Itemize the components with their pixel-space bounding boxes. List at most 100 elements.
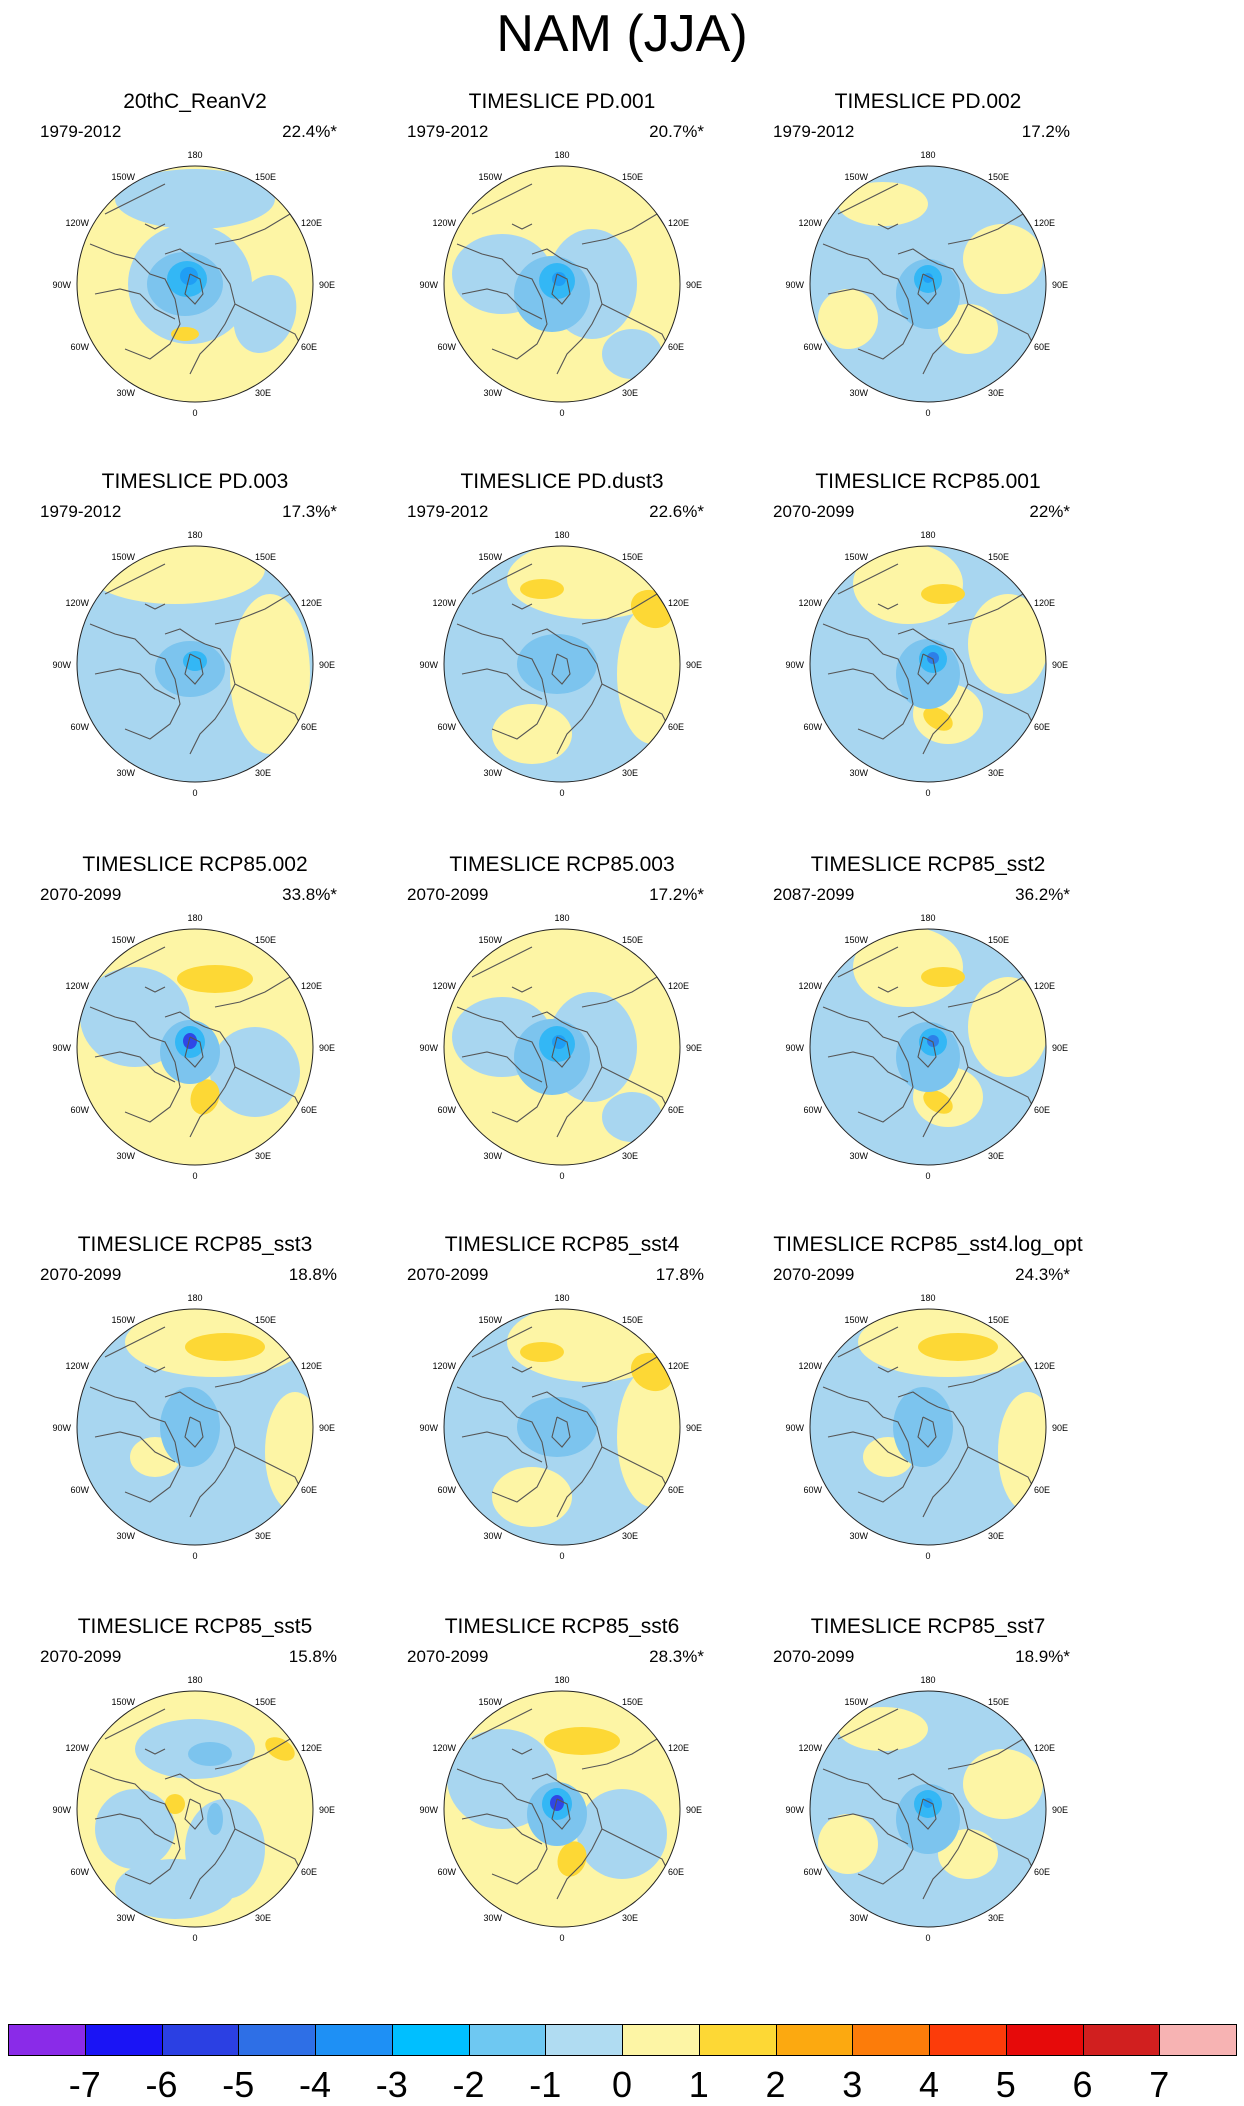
colorbar-swatch (1005, 2024, 1084, 2056)
longitude-label: 120W (798, 218, 822, 228)
panel-title: TIMESLICE RCP85_sst5 (77, 1615, 313, 1638)
longitude-label: 90E (686, 1043, 702, 1053)
longitude-label: 90W (419, 1423, 438, 1433)
longitude-label: 60W (437, 1485, 456, 1495)
panel-period: 2070-2099 (40, 885, 122, 904)
longitude-label: 150W (111, 172, 135, 182)
longitude-label: 30W (116, 388, 135, 398)
longitude-label: 180 (554, 150, 569, 160)
colorbar-swatch (1082, 2024, 1161, 2056)
panel-period: 2070-2099 (40, 1265, 122, 1284)
polar-map: 180 150W 150E 120W 120E 90W 90E 60W 60E 30W 30E 0 (419, 530, 702, 798)
longitude-label: 60W (70, 1485, 89, 1495)
longitude-label: 120W (798, 598, 822, 608)
longitude-label: 150W (478, 1315, 502, 1325)
longitude-label: 180 (187, 913, 202, 923)
longitude-label: 60W (437, 342, 456, 352)
longitude-label: 150W (111, 552, 135, 562)
longitude-label: 30W (483, 1531, 502, 1541)
longitude-label: 90E (686, 1805, 702, 1815)
polar-map: 180 150W 150E 120W 120E 90W 90E 60W 60E 30W 30E 0 (419, 1675, 702, 1943)
longitude-label: 120E (301, 218, 322, 228)
longitude-label: 90W (52, 280, 71, 290)
longitude-label: 60W (803, 342, 822, 352)
panel-variance: 17.2% (1021, 122, 1070, 141)
longitude-label: 60E (1034, 342, 1050, 352)
longitude-label: 90E (686, 660, 702, 670)
longitude-label: 150E (622, 552, 643, 562)
longitude-label: 30E (988, 1531, 1004, 1541)
longitude-label: 120E (1034, 218, 1055, 228)
map-panel: TIMESLICE RCP85_sst5 2070-2099 15.8% 180 150… (5, 1615, 385, 1987)
longitude-label: 180 (920, 530, 935, 540)
panel-title: TIMESLICE RCP85.003 (449, 853, 675, 876)
longitude-label: 120W (798, 981, 822, 991)
panel-title: TIMESLICE RCP85_sst2 (810, 853, 1046, 876)
panel-period: 2070-2099 (407, 885, 489, 904)
longitude-label: 30E (622, 1531, 638, 1541)
longitude-label: 120E (1034, 1361, 1055, 1371)
colorbar-swatch (84, 2024, 163, 2056)
colorbar: -7 -6 -5 -4 -3 -2 -1 0 1 2 3 4 5 6 7 (8, 2024, 1237, 2105)
map-panel: TIMESLICE RCP85_sst6 2070-2099 28.3%* 180 15… (372, 1615, 752, 1987)
longitude-label: 30W (483, 388, 502, 398)
panel-title: 20thC_ReanV2 (123, 90, 267, 113)
longitude-label: 0 (559, 788, 564, 798)
panel-title: TIMESLICE PD.002 (834, 90, 1022, 113)
polar-map: 180 150W 150E 120W 120E 90W 90E 60W 60E 30W 30E 0 (785, 530, 1068, 798)
panel-variance: 33.8%* (282, 885, 337, 904)
longitude-label: 60E (1034, 1105, 1050, 1115)
longitude-label: 30E (622, 768, 638, 778)
longitude-label: 90E (1052, 1423, 1068, 1433)
longitude-label: 90W (785, 1423, 804, 1433)
longitude-label: 0 (925, 1551, 930, 1561)
longitude-label: 180 (187, 1675, 202, 1685)
longitude-label: 120E (668, 981, 689, 991)
colorbar-swatch (238, 2024, 316, 2056)
panel-period: 1979-2012 (407, 502, 489, 521)
panel-variance: 24.3%* (1015, 1265, 1070, 1284)
colorbar-swatch (315, 2024, 393, 2056)
longitude-label: 60E (301, 1867, 317, 1877)
longitude-label: 180 (554, 913, 569, 923)
map-panel: TIMESLICE PD.001 1979-2012 20.7%* 180 150W 15… (372, 90, 752, 462)
longitude-label: 0 (192, 788, 197, 798)
longitude-label: 90W (785, 660, 804, 670)
colorbar-swatch (698, 2024, 777, 2056)
longitude-label: 30W (483, 768, 502, 778)
map-panel: TIMESLICE PD.002 1979-2012 17.2% 180 150W 150… (738, 90, 1118, 462)
longitude-label: 120W (65, 981, 89, 991)
longitude-label: 180 (920, 913, 935, 923)
longitude-label: 30E (255, 768, 271, 778)
longitude-label: 0 (559, 1171, 564, 1181)
longitude-label: 60W (437, 722, 456, 732)
longitude-label: 90W (785, 1805, 804, 1815)
longitude-label: 150W (478, 172, 502, 182)
longitude-label: 90W (419, 1805, 438, 1815)
longitude-label: 120W (65, 598, 89, 608)
polar-map: 180 150W 150E 120W 120E 90W 90E 60W 60E 30W 30E 0 (52, 1293, 335, 1561)
panel-period: 2070-2099 (407, 1265, 489, 1284)
polar-map: 180 150W 150E 120W 120E 90W 90E 60W 60E 30W 30E 0 (52, 1675, 335, 1943)
longitude-label: 120E (1034, 981, 1055, 991)
longitude-label: 120E (301, 981, 322, 991)
colorbar-swatch (1159, 2024, 1237, 2056)
longitude-label: 30W (116, 1151, 135, 1161)
longitude-label: 60E (301, 722, 317, 732)
panel-period: 2070-2099 (40, 1647, 122, 1666)
longitude-label: 150W (111, 1697, 135, 1707)
longitude-label: 150E (255, 935, 276, 945)
panel-period: 2070-2099 (407, 1647, 489, 1666)
longitude-label: 0 (559, 1933, 564, 1943)
longitude-label: 30E (255, 388, 271, 398)
colorbar-swatch (775, 2024, 854, 2056)
longitude-label: 30E (988, 768, 1004, 778)
longitude-label: 0 (192, 1551, 197, 1561)
longitude-label: 150E (255, 1315, 276, 1325)
longitude-label: 120E (668, 1361, 689, 1371)
longitude-label: 30W (849, 1151, 868, 1161)
map-panel: TIMESLICE RCP85.003 2070-2099 17.2%* 180 150… (372, 853, 752, 1225)
longitude-label: 30E (988, 1151, 1004, 1161)
longitude-label: 150E (622, 172, 643, 182)
panel-variance: 36.2%* (1015, 885, 1070, 904)
